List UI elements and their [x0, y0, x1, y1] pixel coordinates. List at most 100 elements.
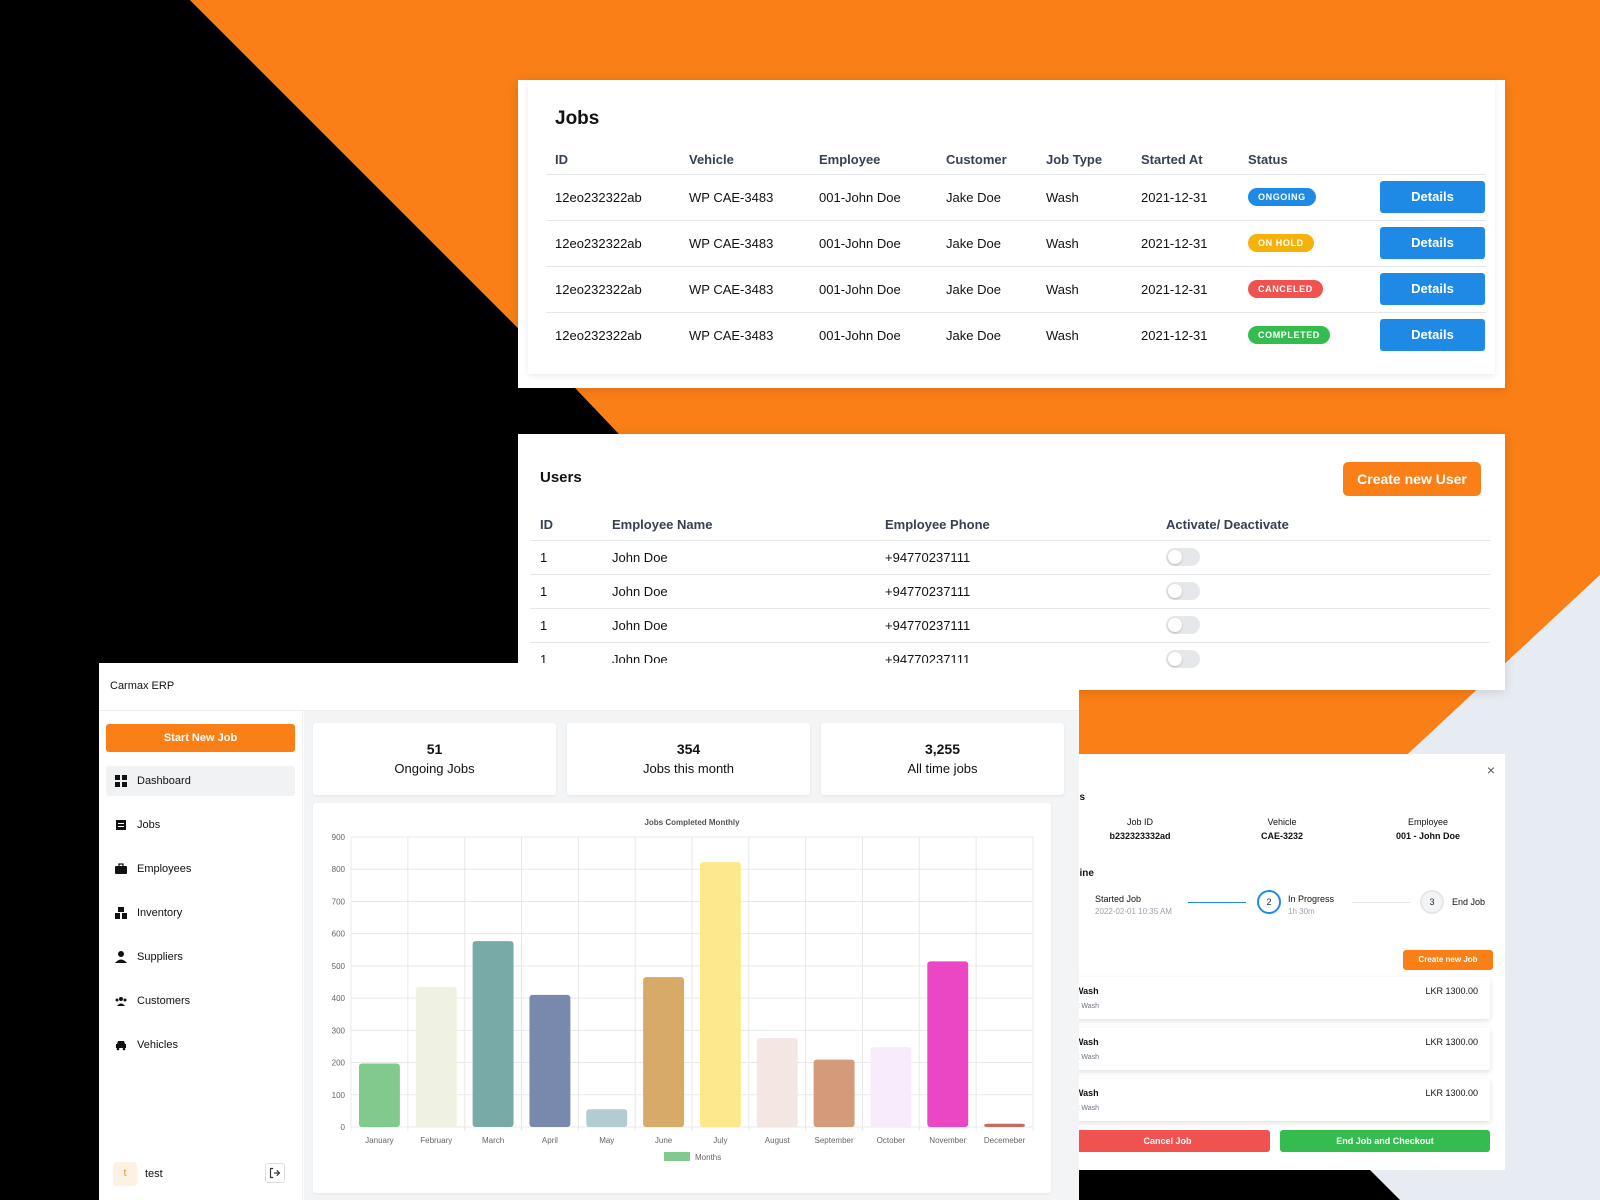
chart-container: Jobs Completed Monthly 0 100 200 300 400 500 60…	[313, 803, 1051, 1193]
users-title: Users	[540, 469, 582, 486]
cancel-job-button[interactable]: Cancel Job	[1065, 1130, 1270, 1152]
users-icon	[115, 997, 127, 1006]
sidebar-item-label: Jobs	[137, 819, 161, 831]
users-card: Users Create new User ID Employee Name E…	[518, 434, 1505, 690]
activate-toggle[interactable]	[1166, 582, 1200, 600]
avatar: t	[113, 1162, 137, 1186]
jobs-icon	[116, 820, 126, 830]
stat-ongoing-jobs: 51 Ongoing Jobs	[313, 723, 556, 795]
step-started-time: 2022-02-01 10:35 AM	[1095, 907, 1172, 916]
bar-january	[358, 1063, 400, 1127]
job-type: Wash	[1037, 266, 1132, 313]
close-icon[interactable]: ×	[1486, 762, 1495, 778]
sidebar-item-label: Suppliers	[137, 951, 183, 963]
sidebar-item-dashboard[interactable]: Dashboard	[106, 766, 295, 796]
activate-toggle[interactable]	[1166, 616, 1200, 634]
app-title: Carmax ERP	[110, 680, 175, 692]
details-button[interactable]: Details	[1380, 181, 1485, 213]
jobs-panel: Jobs ID Vehicle Employee Customer Job Ty…	[528, 80, 1495, 374]
bar-may	[586, 1109, 628, 1127]
job-employee: 001-John Doe	[819, 327, 901, 343]
status-badge: ONGOING	[1248, 188, 1316, 206]
step-connector	[1188, 902, 1246, 903]
create-job-button[interactable]: Create new Job	[1403, 950, 1493, 970]
legend-swatch	[664, 1152, 690, 1161]
sidebar-item-vehicles[interactable]: Vehicles	[106, 1030, 295, 1060]
job-started: 2021-12-31	[1132, 220, 1239, 267]
y-tick-label: 400	[332, 994, 346, 1003]
stat-label: All time jobs	[907, 761, 978, 776]
activate-toggle[interactable]	[1166, 650, 1200, 669]
details-button[interactable]: Details	[1380, 319, 1485, 352]
col-action	[1371, 146, 1486, 175]
job-item-sub: uick Wash	[1067, 1003, 1100, 1010]
sidebar-item-employees[interactable]: Employees	[106, 854, 295, 884]
bar-september	[813, 1059, 855, 1127]
col-status: Status	[1239, 146, 1371, 175]
status-badge: CANCELED	[1248, 280, 1323, 298]
stat-label: Jobs this month	[642, 761, 735, 776]
start-new-job-button[interactable]: Start New Job	[106, 724, 295, 752]
x-tick-label: November	[929, 1136, 966, 1145]
user-name: John Doe	[602, 574, 875, 609]
stat-value: 354	[676, 741, 701, 757]
activate-toggle[interactable]	[1166, 548, 1200, 566]
col-user-id: ID	[530, 510, 602, 541]
jobs-chart: Jobs Completed Monthly 0 100 200 300 400 500 60…	[332, 818, 1034, 1162]
col-employee-name: Employee Name	[602, 510, 875, 541]
checkout-button[interactable]: End Job and Checkout	[1280, 1130, 1490, 1152]
y-tick-label: 200	[332, 1059, 346, 1068]
y-tick-label: 100	[332, 1091, 346, 1100]
boxes-icon	[115, 907, 127, 919]
table-row: 1 John Doe +94770237111	[530, 608, 1490, 643]
status-badge: COMPLETED	[1248, 326, 1330, 345]
job-customer: Jake Doe	[937, 174, 1037, 221]
y-tick-label: 500	[332, 962, 346, 971]
sidebar-item-jobs[interactable]: Jobs	[106, 810, 295, 840]
job-customer: Jake Doe	[946, 327, 1001, 343]
y-tick-label: 700	[332, 897, 346, 906]
user-id: 1	[530, 574, 602, 609]
list-item[interactable]: Wash uick Wash LKR 1300.00	[1065, 1079, 1490, 1121]
dashboard-icon	[115, 775, 127, 787]
details-button[interactable]: Details	[1380, 273, 1485, 305]
sidebar-item-suppliers[interactable]: Suppliers	[106, 942, 295, 972]
user-phone: +94770237111	[875, 540, 1156, 575]
list-item[interactable]: Wash uick Wash LKR 1300.00	[1065, 977, 1490, 1019]
sidebar-item-label: Employees	[137, 863, 192, 875]
job-item-sub: uick Wash	[1067, 1054, 1100, 1061]
bar-june	[643, 977, 685, 1127]
bar-november	[927, 961, 969, 1127]
user-id: 1	[530, 540, 602, 575]
table-row: 12eo232322ab WP CAE-3483 001-John Doe Ja…	[546, 174, 1486, 221]
create-user-button[interactable]: Create new User	[1343, 462, 1481, 496]
dashboard-app: Carmax ERP Start New Job Dashboard Jobs …	[99, 663, 1079, 1200]
table-row: 12eo232322ab WP CAE-3483 001-John Doe Ja…	[546, 220, 1486, 267]
jobs-table-header: ID Vehicle Employee Customer Job Type St…	[546, 146, 1486, 175]
job-type: Wash	[1037, 220, 1132, 267]
user-name: John Doe	[602, 540, 875, 575]
job-id: 12eo232322ab	[546, 266, 680, 313]
x-tick-label: Decemeber	[984, 1136, 1026, 1145]
col-employee: Employee	[810, 146, 937, 175]
sidebar-item-inventory[interactable]: Inventory	[106, 898, 295, 928]
job-detail-card: × tails Job ID b232323332ad Vehicle CAE-…	[1065, 754, 1505, 1170]
user-name: test	[145, 1168, 163, 1180]
sidebar-item-label: Vehicles	[137, 1039, 178, 1051]
bar-october	[870, 1047, 912, 1127]
x-tick-label: August	[765, 1136, 791, 1145]
details-button[interactable]: Details	[1380, 227, 1485, 259]
info-employee: Employee 001 - John Doe	[1395, 817, 1460, 841]
job-type: Wash	[1037, 174, 1132, 221]
job-employee: 001-John Doe	[810, 220, 937, 267]
sidebar-item-customers[interactable]: Customers	[106, 986, 295, 1016]
table-row: 1 John Doe +94770237111	[530, 540, 1490, 575]
logout-icon[interactable]	[265, 1163, 285, 1183]
step-end-icon: 3	[1420, 890, 1444, 914]
x-tick-label: March	[482, 1136, 504, 1145]
stat-value: 3,255	[924, 741, 961, 757]
stat-all-time: 3,255 All time jobs	[821, 723, 1064, 795]
person-icon	[115, 951, 127, 963]
list-item[interactable]: Wash uick Wash LKR 1300.00	[1065, 1028, 1490, 1070]
bar-july	[699, 862, 741, 1127]
